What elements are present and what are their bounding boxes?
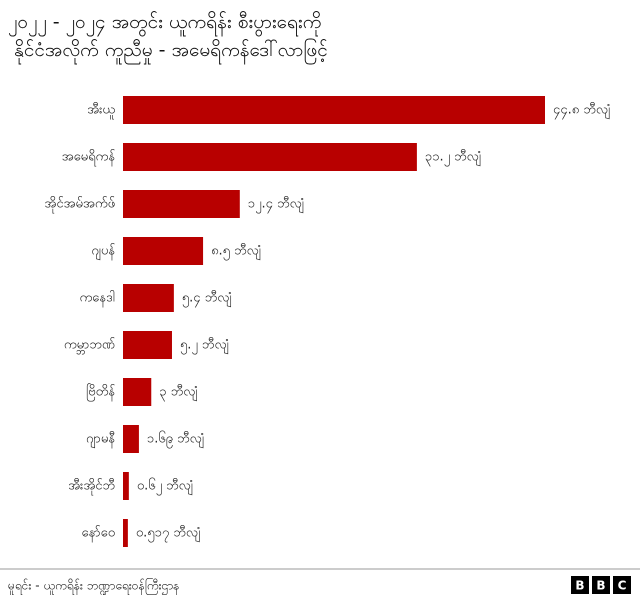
category-label: ဂျပန် <box>91 243 115 261</box>
bar <box>123 331 172 359</box>
logo-letter: B <box>596 579 605 593</box>
value-label: ၅.၂ ဘီလျံ <box>180 337 229 355</box>
category-label: ကမ္ဘာဘဏ် <box>64 337 116 355</box>
category-label: အီးယူ <box>87 102 115 120</box>
bar <box>123 519 128 547</box>
value-label: ၃၁.၂ ဘီလျံ <box>425 149 481 167</box>
category-label: နော်ဝေ <box>82 525 116 543</box>
bar <box>123 378 152 406</box>
value-label: ၀.၅၁၇ ဘီလျံ <box>136 525 200 543</box>
bar <box>123 472 129 500</box>
value-label: ၅.၄ ဘီလျံ <box>182 290 232 308</box>
logo-box <box>592 576 610 594</box>
value-label: ၄၄.၈ ဘီလျံ <box>553 102 610 120</box>
bar <box>123 143 417 171</box>
bar <box>123 425 139 453</box>
value-label: ၁.၆၉ ဘီလျံ <box>147 431 204 449</box>
logo-letter: B <box>575 579 584 593</box>
bar <box>123 284 174 312</box>
bar <box>123 190 240 218</box>
source: မူရင်း - ယူကရိန်း ဘဏ္ဍာရေးဝန်ကြီးဌာန <box>8 577 179 596</box>
chart-title: ၂၀၂၂ - ၂၀၂၄ အတွင်း ယူကရိန်း စီးပွားရေးကိ… <box>8 10 328 65</box>
category-label: အမေရိကန် <box>62 149 116 167</box>
value-label: ၁၂.၄ ဘီလျံ <box>248 196 304 214</box>
logo-box <box>571 576 589 594</box>
category-label: ဂျာမနီ <box>86 431 115 449</box>
logo-box <box>613 576 631 594</box>
bar <box>123 237 204 265</box>
category-label: အိုင်အမ်အက်ဖ် <box>44 196 115 214</box>
value-label: ၃ ဘီလျံ <box>159 384 197 402</box>
value-label: ၈.၅ ဘီလျံ <box>211 243 261 261</box>
category-label: ဗြိတိန် <box>86 384 116 402</box>
bar <box>123 96 545 124</box>
category-label: အီးအိုင်ဘီ <box>68 478 115 496</box>
logo-letter: C <box>618 579 627 593</box>
value-label: ၀.၆၂ ဘီလျံ <box>137 478 193 496</box>
category-label: ကနေဒါ <box>79 290 115 308</box>
